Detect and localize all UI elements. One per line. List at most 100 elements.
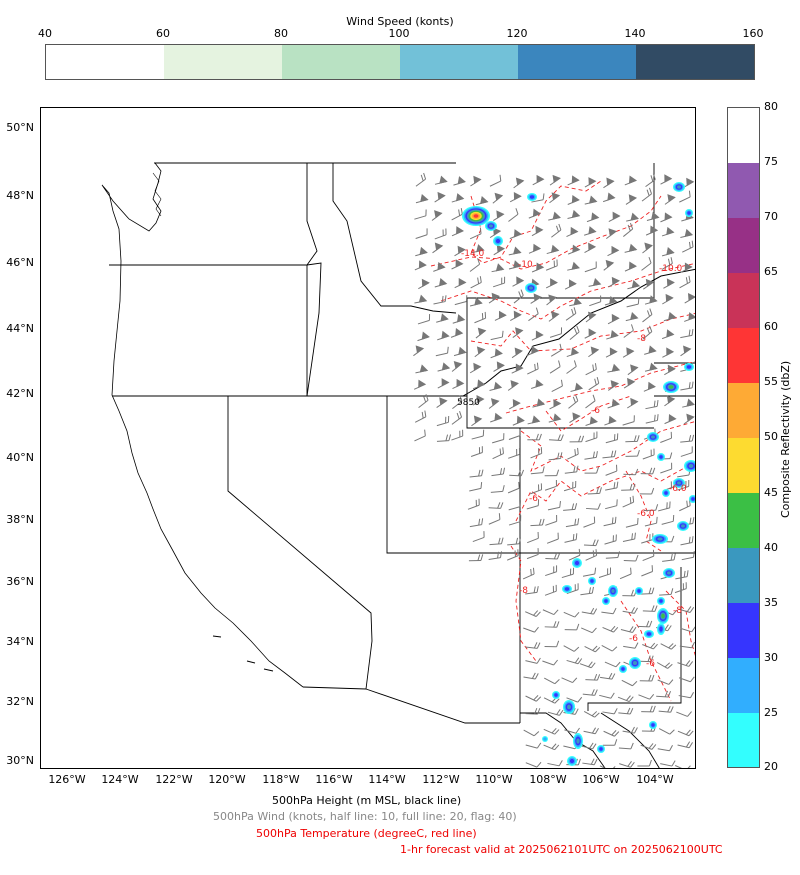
refl-segment bbox=[728, 713, 759, 767]
wind-barb bbox=[603, 516, 617, 527]
wind-barb bbox=[680, 434, 695, 443]
state-boundaries bbox=[109, 162, 695, 768]
wind-barb bbox=[623, 554, 639, 562]
wind-barb bbox=[678, 676, 695, 683]
wind-barb bbox=[467, 498, 480, 510]
wind-barb bbox=[507, 481, 520, 494]
wind-barb bbox=[607, 398, 621, 409]
wind-barb bbox=[489, 537, 504, 546]
wind-barb bbox=[418, 394, 429, 409]
reflectivity-cell bbox=[529, 286, 533, 290]
wind-barb bbox=[643, 381, 656, 392]
wind-barb bbox=[546, 244, 560, 255]
temp-label: -6.0 bbox=[669, 484, 687, 494]
wind-barb bbox=[676, 711, 692, 717]
wind-barb bbox=[414, 429, 426, 442]
lat-label: 32°N bbox=[6, 695, 34, 708]
wind-barb bbox=[512, 276, 525, 287]
wind-barb bbox=[549, 327, 563, 338]
refl-tick: 65 bbox=[764, 265, 778, 278]
wind-barb bbox=[622, 607, 638, 614]
wind-barb bbox=[563, 503, 578, 511]
wind-barb bbox=[608, 276, 620, 288]
reflectivity-cell bbox=[543, 737, 547, 741]
refl-segment bbox=[728, 218, 759, 273]
map-frame: -14.0 -10 -10.0 -8 -6 -6.0 -6.0 -8 -6 -8… bbox=[40, 107, 696, 769]
wind-barb bbox=[639, 655, 654, 663]
wind-barb bbox=[469, 258, 481, 272]
wind-barb bbox=[550, 343, 562, 357]
lat-label: 44°N bbox=[6, 322, 34, 335]
temp-label: -8 bbox=[673, 606, 682, 616]
wind-barb bbox=[658, 728, 675, 735]
wind-barb bbox=[604, 415, 617, 426]
wind-barb bbox=[674, 765, 691, 768]
lon-label: 108°W bbox=[529, 773, 567, 786]
wind-barb bbox=[470, 446, 483, 457]
temp-label: -8 bbox=[519, 586, 528, 596]
wind-barb bbox=[586, 503, 601, 510]
wind-barb bbox=[602, 708, 618, 715]
wind-barb bbox=[588, 346, 600, 358]
temp-label: -10 bbox=[518, 260, 533, 270]
wind-barb bbox=[569, 412, 581, 423]
wind-barb bbox=[626, 297, 640, 308]
wind-barb bbox=[623, 324, 634, 338]
wind-barb bbox=[453, 176, 467, 186]
wind-barb bbox=[528, 307, 539, 322]
reflectivity-cell bbox=[529, 195, 535, 199]
wind-barb bbox=[619, 761, 635, 768]
wind-barb bbox=[436, 434, 452, 442]
wind-barb bbox=[434, 228, 447, 240]
lon-label: 114°W bbox=[368, 773, 406, 786]
wind-barb bbox=[451, 361, 463, 372]
wind-barb bbox=[657, 679, 674, 685]
wind-barb bbox=[544, 677, 560, 685]
wind-barb bbox=[675, 570, 689, 580]
reflectivity-cell bbox=[687, 211, 691, 215]
wind-barb bbox=[471, 415, 483, 427]
wind-barb bbox=[435, 346, 449, 357]
wind-barb bbox=[599, 765, 616, 768]
wind-barb bbox=[544, 640, 560, 648]
wind-barb bbox=[678, 606, 695, 613]
lon-label: 124°W bbox=[101, 773, 139, 786]
reflectivity-cell bbox=[677, 185, 681, 189]
wind-barb bbox=[583, 539, 599, 547]
wind-barb bbox=[625, 517, 639, 528]
wind-barb bbox=[604, 534, 617, 545]
temp-label: -6 bbox=[529, 494, 538, 504]
wind-barb bbox=[624, 243, 638, 253]
wind-barb bbox=[452, 314, 466, 324]
wind-barb bbox=[569, 297, 583, 307]
wind-barb bbox=[680, 446, 693, 457]
wind-barb bbox=[587, 487, 602, 495]
puget-sound bbox=[152, 172, 162, 217]
wind-barb bbox=[622, 589, 637, 597]
wind-barb bbox=[489, 174, 502, 187]
wind-barb bbox=[523, 626, 539, 633]
wind-barb bbox=[622, 347, 635, 358]
wind-barb bbox=[607, 313, 620, 325]
wind-barb bbox=[600, 672, 616, 680]
wind-barb bbox=[474, 311, 487, 324]
wind-barb bbox=[625, 312, 639, 322]
wind-barb bbox=[584, 242, 597, 254]
temp-label: -6.0 bbox=[637, 509, 655, 519]
lat-label: 34°N bbox=[6, 635, 34, 648]
wind-barb bbox=[568, 548, 581, 561]
reflectivity-cell bbox=[611, 589, 615, 593]
wind-barb bbox=[472, 395, 485, 406]
wind-barb bbox=[508, 500, 522, 511]
reflectivity-cell bbox=[659, 455, 663, 459]
wind-barb bbox=[640, 587, 655, 595]
wind-barb bbox=[580, 742, 597, 750]
wind-barb bbox=[663, 311, 677, 322]
wind-barb bbox=[530, 466, 545, 475]
wind-barb bbox=[525, 707, 541, 715]
wind-barb bbox=[623, 377, 636, 389]
wind-colorbar-segment bbox=[164, 45, 282, 79]
wind-barb bbox=[598, 567, 612, 579]
wind-barb bbox=[622, 495, 635, 508]
wind-barb bbox=[607, 380, 620, 391]
